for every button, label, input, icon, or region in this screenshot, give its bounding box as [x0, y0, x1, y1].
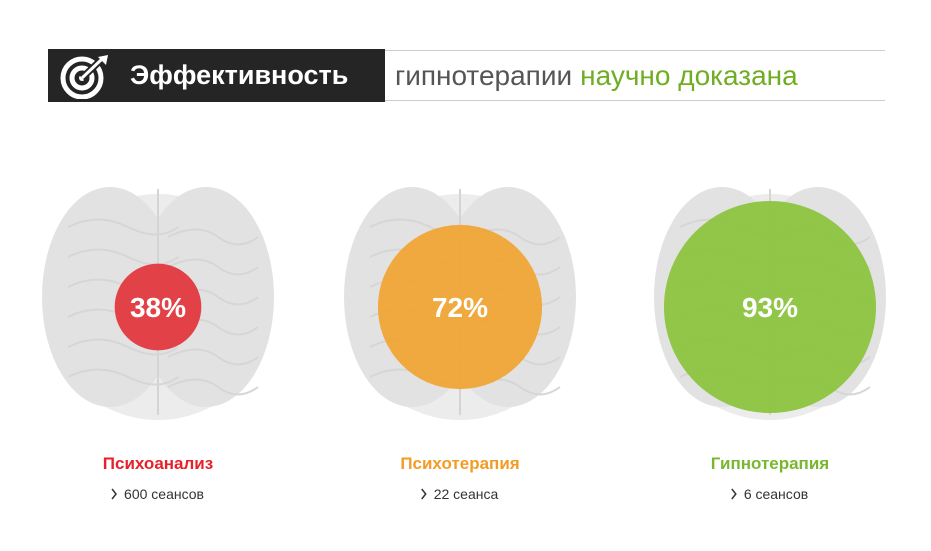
brain-fold [67, 368, 179, 386]
brain-fold [167, 348, 259, 366]
brain-fold [67, 248, 179, 266]
category-label: Психотерапия [400, 454, 519, 473]
bubble [377, 224, 543, 390]
chevron-icon [421, 488, 427, 500]
header-rest: гипнотерапии научно доказана [385, 50, 885, 101]
note: 22 сеанса [434, 486, 499, 502]
brain-fold [67, 218, 179, 236]
category-label: Психоанализ [103, 454, 213, 473]
brain-fold [167, 378, 259, 396]
bubble [114, 263, 202, 351]
target-icon [60, 54, 108, 99]
brain-lobe [42, 187, 178, 407]
value-label: 93% [742, 292, 798, 323]
brain-lobe [138, 187, 274, 407]
value-label: 38% [130, 292, 186, 323]
bubble [663, 200, 877, 414]
title-middle: гипнотерапии [395, 59, 573, 91]
chevron-icon [731, 488, 737, 500]
title-highlight: Эффективность [130, 60, 349, 90]
brain-fold [167, 258, 259, 276]
header-box: Эффективность [48, 49, 385, 102]
value-label: 72% [432, 292, 488, 323]
header: Эффективность гипнотерапии научно доказа… [48, 49, 885, 102]
note: 6 сеансов [744, 486, 808, 502]
note: 600 сеансов [124, 486, 204, 502]
brain-fold [67, 338, 179, 356]
title-accent: научно доказана [580, 59, 798, 91]
brain-fold [167, 228, 259, 246]
chevron-icon [111, 488, 117, 500]
category-label: Гипнотерапия [711, 454, 829, 473]
